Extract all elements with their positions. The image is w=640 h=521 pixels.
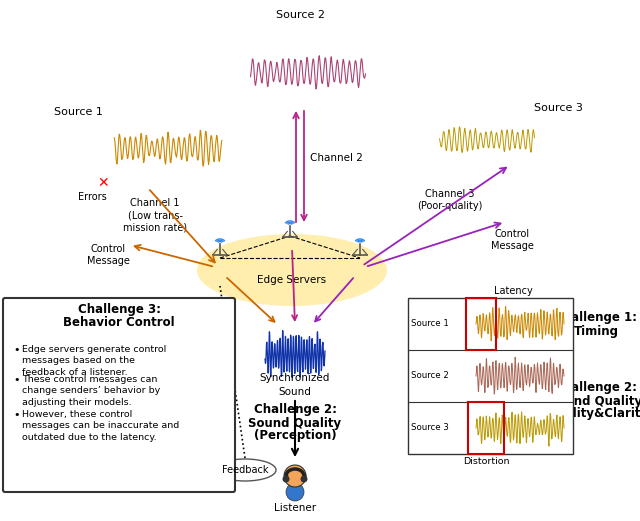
Bar [466, 298, 496, 350]
Text: Challenge 1:: Challenge 1: [554, 312, 637, 325]
Circle shape [286, 483, 304, 501]
FancyBboxPatch shape [3, 298, 235, 492]
Circle shape [284, 465, 306, 487]
Ellipse shape [214, 459, 276, 481]
Text: Challenge 2:: Challenge 2: [253, 403, 337, 416]
Text: (Fidelity&Clarity): (Fidelity&Clarity) [539, 407, 640, 420]
Text: (Perception): (Perception) [253, 429, 336, 442]
Text: Listener: Listener [274, 503, 316, 513]
Text: Source 1: Source 1 [411, 319, 449, 329]
Text: These control messages can
change senders’ behavior by
adjusting their models.: These control messages can change sender… [22, 375, 160, 407]
Text: Sound Quality: Sound Quality [248, 416, 342, 429]
Circle shape [282, 476, 289, 482]
Text: Source 2: Source 2 [275, 10, 324, 20]
Text: Distortion: Distortion [463, 457, 509, 466]
Text: Source 3: Source 3 [411, 424, 449, 432]
Circle shape [301, 476, 307, 482]
Text: Timing: Timing [573, 325, 618, 338]
Text: Edge servers generate control
messages based on the
feedback of a listener.: Edge servers generate control messages b… [22, 345, 166, 377]
Bar [408, 298, 573, 454]
Text: Behavior Control: Behavior Control [63, 316, 175, 329]
Text: •: • [13, 410, 19, 420]
Text: Feedback: Feedback [221, 465, 268, 475]
Text: Control
Message: Control Message [86, 244, 129, 266]
Text: Source 1: Source 1 [54, 107, 102, 117]
Bar [468, 402, 504, 454]
Text: Channel 2: Channel 2 [310, 153, 363, 163]
Text: Errors: Errors [77, 192, 106, 202]
Text: •: • [13, 375, 19, 385]
Text: Latency: Latency [493, 286, 532, 296]
Text: Source 3: Source 3 [534, 103, 582, 113]
Text: Challenge 2:: Challenge 2: [554, 381, 637, 394]
Text: However, these control
messages can be inaccurate and
outdated due to the latenc: However, these control messages can be i… [22, 410, 179, 442]
Text: Edge Servers: Edge Servers [257, 275, 326, 285]
Text: Channel 1
(Low trans-
mission rate): Channel 1 (Low trans- mission rate) [123, 197, 187, 232]
Text: Sound Quality: Sound Quality [549, 394, 640, 407]
Text: Synchronized
Sound: Synchronized Sound [260, 374, 330, 396]
Ellipse shape [197, 234, 387, 306]
Text: Source 2: Source 2 [411, 371, 449, 380]
Text: •: • [13, 345, 19, 355]
Text: Challenge 3:: Challenge 3: [77, 304, 161, 316]
Text: ✕: ✕ [97, 176, 109, 190]
Text: Control
Message: Control Message [491, 229, 533, 251]
Text: Channel 3
(Poor-quality): Channel 3 (Poor-quality) [417, 189, 483, 211]
